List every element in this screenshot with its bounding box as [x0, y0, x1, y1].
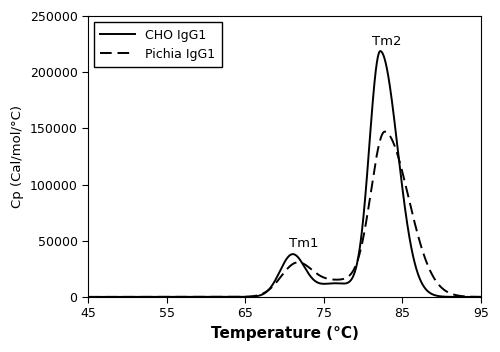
Pichia IgG1: [156, 295, 162, 299]
Pichia IgG1: [340, 277, 346, 281]
X-axis label: Temperature (°C): Temperature (°C): [210, 326, 358, 341]
Legend: CHO IgG1, Pichia IgG1: CHO IgG1, Pichia IgG1: [94, 23, 222, 67]
Text: Tm2: Tm2: [372, 34, 402, 48]
Text: Tm1: Tm1: [290, 237, 319, 250]
Line: Pichia IgG1: Pichia IgG1: [88, 132, 481, 297]
CHO IgG1: [156, 295, 162, 299]
CHO IgG1: [320, 282, 326, 286]
Pichia IgG1: [408, 206, 414, 210]
Pichia IgG1: [378, 134, 384, 139]
CHO IgG1: [235, 295, 241, 299]
Line: CHO IgG1: CHO IgG1: [88, 51, 481, 297]
CHO IgG1: [378, 49, 384, 54]
Pichia IgG1: [85, 295, 91, 299]
Pichia IgG1: [235, 295, 241, 299]
CHO IgG1: [378, 49, 384, 53]
CHO IgG1: [85, 295, 91, 299]
Pichia IgG1: [478, 295, 484, 299]
CHO IgG1: [340, 282, 346, 286]
CHO IgG1: [478, 295, 484, 299]
Y-axis label: Cp (Cal/mol/°C): Cp (Cal/mol/°C): [11, 105, 24, 208]
CHO IgG1: [408, 245, 414, 249]
Pichia IgG1: [320, 275, 326, 279]
Pichia IgG1: [382, 130, 388, 134]
